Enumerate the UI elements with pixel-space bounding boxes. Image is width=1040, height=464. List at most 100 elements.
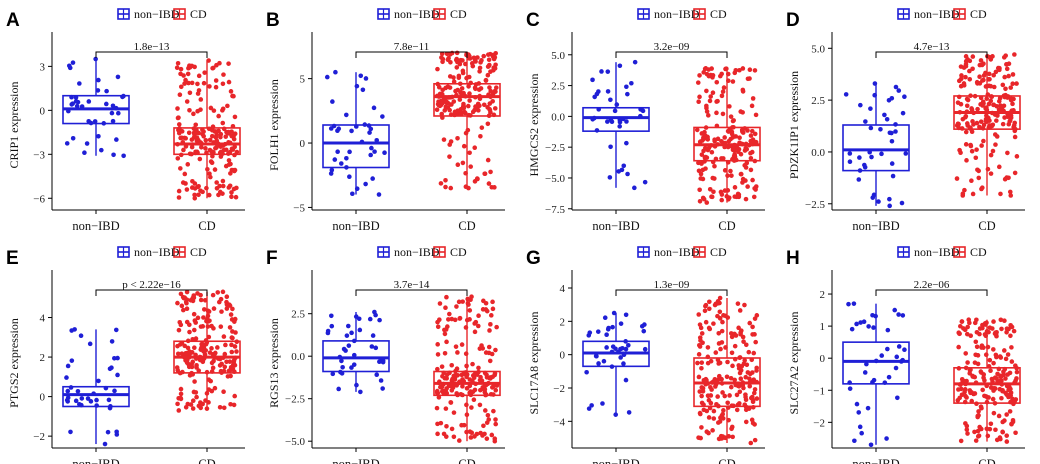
data-point — [983, 394, 989, 399]
data-point — [894, 354, 900, 360]
box-non-ibd — [62, 327, 130, 447]
y-axis-title: PDZK1IP1 expression — [787, 71, 801, 179]
data-point — [702, 66, 708, 72]
data-point — [868, 106, 873, 111]
data-point — [722, 393, 728, 399]
data-point — [484, 436, 490, 441]
data-point — [1004, 329, 1009, 335]
data-point — [749, 128, 755, 134]
data-point — [335, 128, 340, 134]
data-point — [601, 358, 607, 364]
data-point — [447, 85, 453, 90]
data-point — [889, 130, 894, 136]
data-point — [448, 139, 454, 144]
data-point — [198, 107, 203, 112]
data-point — [460, 160, 466, 166]
data-point — [93, 56, 98, 62]
data-point — [462, 370, 467, 376]
data-point — [996, 98, 1002, 104]
panel-letter: D — [786, 10, 800, 31]
data-point — [456, 438, 462, 443]
data-point — [472, 321, 477, 326]
data-point — [181, 147, 186, 153]
data-point — [186, 130, 192, 136]
data-point — [190, 359, 196, 365]
data-point — [102, 441, 108, 447]
data-point — [974, 79, 980, 85]
legend-label-cd: CD — [190, 7, 207, 21]
y-tick-label: 0 — [560, 350, 566, 362]
data-point — [481, 102, 487, 108]
data-point — [977, 124, 982, 130]
data-point — [695, 80, 701, 85]
data-point — [988, 368, 993, 374]
data-point — [459, 422, 464, 428]
data-point — [480, 307, 486, 312]
data-point — [972, 93, 978, 99]
data-point — [988, 171, 994, 176]
data-point — [92, 119, 98, 124]
data-point — [377, 317, 382, 323]
data-point — [200, 189, 205, 195]
data-point — [981, 61, 986, 66]
data-point — [180, 307, 186, 313]
data-point — [701, 378, 707, 383]
data-point — [963, 365, 969, 371]
data-point — [477, 402, 483, 408]
data-point — [222, 351, 228, 357]
data-point — [339, 371, 345, 376]
data-point — [191, 389, 197, 395]
data-point — [732, 343, 738, 349]
data-point — [847, 151, 853, 156]
data-point — [1009, 359, 1015, 364]
data-point — [192, 64, 197, 70]
data-point — [617, 124, 622, 129]
data-point — [749, 103, 755, 109]
data-point — [368, 126, 374, 132]
data-point — [230, 306, 235, 312]
y-tick-label: 1 — [820, 321, 826, 333]
data-point — [225, 103, 230, 109]
data-point — [851, 301, 857, 306]
data-point — [479, 125, 485, 130]
data-point — [442, 331, 448, 337]
data-point — [893, 129, 898, 134]
data-point — [468, 164, 474, 169]
data-point — [719, 197, 725, 203]
iqr-box — [582, 106, 650, 132]
data-point — [729, 350, 735, 356]
data-point — [885, 346, 890, 352]
data-point — [723, 345, 728, 350]
data-point — [444, 376, 449, 381]
data-point — [705, 393, 711, 399]
data-point — [1004, 66, 1010, 72]
data-point — [493, 421, 499, 427]
data-point — [222, 364, 228, 370]
data-point — [457, 315, 463, 321]
x-tick-label: CD — [198, 457, 215, 464]
data-point — [485, 157, 491, 163]
data-point — [175, 300, 180, 306]
data-point — [963, 129, 969, 135]
legend-label-non-ibd: non−IBD — [394, 245, 440, 259]
data-point — [700, 389, 706, 394]
data-point — [863, 119, 868, 124]
data-point — [704, 429, 710, 435]
y-tick-label: 0 — [300, 138, 306, 150]
data-point — [1013, 430, 1018, 436]
data-point — [435, 342, 440, 347]
data-point — [642, 346, 648, 352]
data-point — [176, 195, 182, 200]
data-point — [714, 110, 719, 116]
data-point — [893, 84, 899, 90]
data-point — [463, 170, 468, 176]
data-point — [1014, 369, 1020, 375]
data-point — [956, 344, 961, 350]
data-point — [190, 178, 195, 184]
data-point — [70, 101, 76, 106]
data-point — [970, 191, 976, 197]
data-point — [740, 180, 745, 185]
data-point — [87, 341, 93, 347]
data-point — [1004, 412, 1009, 417]
